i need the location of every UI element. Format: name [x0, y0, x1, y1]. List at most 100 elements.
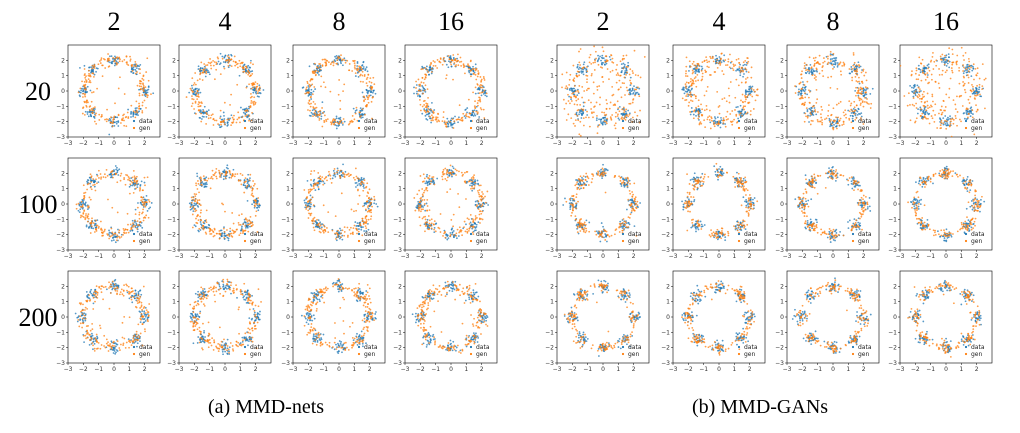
gen-point [227, 55, 229, 57]
data-point [82, 88, 84, 90]
gen-point [84, 114, 86, 116]
gen-point [432, 119, 434, 121]
data-point [367, 223, 369, 225]
gen-point [117, 212, 119, 214]
gen-point [303, 189, 305, 191]
data-point [362, 92, 364, 94]
gen-point [108, 287, 110, 289]
gen-point [477, 84, 479, 86]
gen-point [318, 119, 320, 121]
gen-point [430, 180, 432, 182]
gen-point [473, 187, 475, 189]
gen-point [197, 328, 199, 330]
gen-point [245, 72, 247, 74]
legend-label: data [139, 344, 153, 351]
gen-point [82, 96, 84, 98]
gen-point [106, 343, 108, 345]
gen-point [80, 206, 82, 208]
gen-point [134, 116, 136, 118]
data-point [223, 61, 225, 63]
gen-point [334, 233, 336, 235]
data-point [247, 181, 249, 183]
data-point [132, 116, 134, 118]
gen-point [318, 291, 320, 293]
gen-point [232, 229, 234, 231]
gen-point [334, 284, 336, 286]
gen-point [306, 197, 308, 199]
gen-point [316, 107, 318, 109]
gen-point [323, 204, 325, 206]
data-point [219, 286, 221, 288]
gen-point [219, 176, 221, 178]
y-tick-label: 2 [61, 283, 65, 290]
gen-point [369, 81, 371, 83]
data-point [314, 88, 316, 90]
data-point [343, 57, 345, 59]
gen-point [106, 169, 108, 171]
data-point [367, 313, 369, 315]
gen-point [236, 118, 238, 120]
gen-point [208, 117, 210, 119]
gen-point [249, 302, 251, 304]
gen-point [349, 229, 351, 231]
gen-point [422, 68, 424, 70]
y-tick-label: −2 [167, 232, 176, 239]
gen-point [369, 188, 371, 190]
data-point [117, 350, 119, 352]
gen-point [368, 205, 370, 207]
gen-point [251, 88, 253, 90]
gen-point [82, 322, 84, 324]
data-point [359, 110, 361, 112]
gen-point [306, 92, 308, 94]
scatter-subplot: −3 −2 −1 0 1 2210−1−2−3datagen [393, 45, 497, 147]
gen-point [310, 170, 312, 172]
gen-point [330, 121, 332, 123]
gen-point [216, 233, 218, 235]
data-point [475, 227, 477, 229]
gen-point [430, 183, 432, 185]
gen-point [148, 199, 150, 201]
gen-point [244, 339, 246, 341]
data-point [244, 113, 246, 115]
data-point [116, 167, 118, 169]
gen-point [97, 225, 99, 227]
data-point [198, 231, 200, 233]
x-tick-label: −2 [190, 140, 199, 147]
gen-point [191, 202, 193, 204]
gen-point [257, 92, 259, 94]
gen-point [98, 177, 100, 179]
gen-point [127, 213, 129, 215]
gen-point [355, 210, 357, 212]
gen-point [342, 172, 344, 174]
gen-point [210, 289, 212, 291]
data-point [84, 203, 86, 205]
gen-point [362, 81, 364, 83]
gen-point [121, 118, 123, 120]
gen-point [367, 98, 369, 100]
gen-point [140, 88, 142, 90]
gen-point [368, 97, 370, 99]
gen-point [465, 115, 467, 117]
gen-point [469, 227, 471, 229]
gen-point [202, 79, 204, 81]
gen-point [127, 112, 129, 114]
gen-point [233, 223, 235, 225]
gen-point [469, 223, 471, 225]
gen-point [242, 339, 244, 341]
gen-point [432, 60, 434, 62]
y-tick-label: 1 [398, 73, 402, 80]
gen-point [89, 339, 91, 341]
gen-point [98, 170, 100, 172]
x-tick-label: 0 [112, 253, 116, 260]
y-tick-label: −1 [393, 103, 402, 110]
gen-point [424, 230, 426, 232]
gen-point [466, 231, 468, 233]
gen-point [419, 216, 421, 218]
gen-point [335, 215, 337, 217]
data-point [337, 343, 339, 345]
gen-point [143, 286, 145, 288]
gen-point [371, 206, 373, 208]
gen-point [480, 205, 482, 207]
gen-point [353, 177, 355, 179]
gen-point [429, 219, 431, 221]
